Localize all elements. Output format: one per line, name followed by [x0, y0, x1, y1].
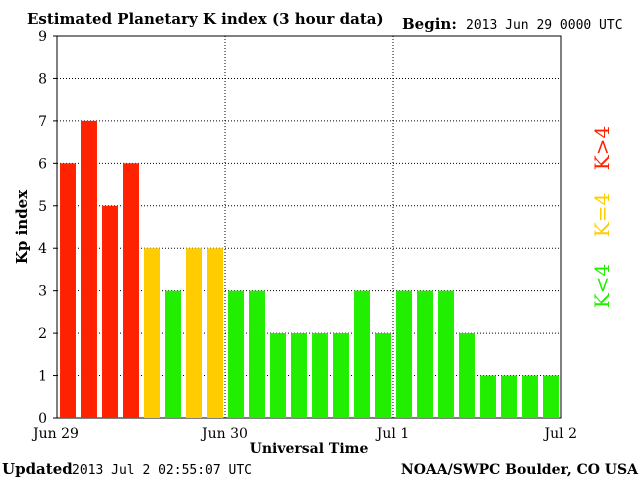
- x-axis-ticks: Jun 29 Jun 30 Jul 1 Jul 2: [31, 426, 577, 442]
- y-tick-label: 2: [38, 326, 47, 342]
- kp-bar: [81, 120, 97, 418]
- legend-k-greater-4: K>4: [590, 126, 614, 170]
- kp-bar: [123, 163, 139, 418]
- kp-bar: [354, 290, 370, 418]
- kp-bar: [60, 163, 76, 418]
- kp-bar: [417, 290, 433, 418]
- kp-bar: [312, 333, 328, 418]
- y-tick-label: 6: [38, 156, 47, 172]
- kp-bar: [333, 333, 349, 418]
- kp-bar: [207, 248, 223, 418]
- credit-text: NOAA/SWPC Boulder, CO USA: [401, 462, 639, 478]
- x-tick-label: Jul 2: [543, 426, 577, 442]
- y-tick-label: 3: [38, 284, 47, 300]
- kp-bar: [228, 290, 244, 418]
- legend-k-equal-4: K=4: [590, 193, 614, 237]
- kp-bar: [459, 333, 475, 418]
- kp-bar: [438, 290, 454, 418]
- x-tick-label: Jun 29: [31, 426, 79, 442]
- updated-value: 2013 Jul 2 02:55:07 UTC: [72, 463, 252, 478]
- y-axis-ticks: 0 1 2 3 4 5 6 7 8 9: [38, 29, 57, 427]
- updated-label: Updated: [2, 460, 73, 478]
- y-tick-label: 4: [38, 241, 47, 257]
- kp-bar: [102, 205, 118, 418]
- x-tick-label: Jun 30: [200, 426, 248, 442]
- kp-bar: [165, 290, 181, 418]
- kp-bar: [501, 375, 517, 418]
- y-axis-label: Kp index: [13, 189, 31, 264]
- begin-value: 2013 Jun 29 0000 UTC: [466, 18, 623, 33]
- kp-bar: [249, 290, 265, 418]
- plot-area: [56, 35, 562, 419]
- kp-bar: [186, 248, 202, 418]
- legend-k-less-4: K<4: [590, 264, 614, 308]
- kp-bar: [375, 333, 391, 418]
- y-tick-label: 0: [38, 411, 47, 427]
- y-tick-label: 5: [38, 199, 47, 215]
- begin-label: Begin:: [402, 15, 457, 33]
- grid-lines: [57, 36, 561, 418]
- kp-bar: [144, 248, 160, 418]
- kp-bar: [270, 333, 286, 418]
- kp-bar: [291, 333, 307, 418]
- y-tick-label: 9: [38, 29, 47, 45]
- x-tick-label: Jul 1: [375, 426, 409, 442]
- bar-series: [60, 120, 559, 418]
- kp-bar: [396, 290, 412, 418]
- y-tick-label: 1: [38, 369, 47, 385]
- x-axis-label: Universal Time: [250, 441, 369, 457]
- kp-bar: [522, 375, 538, 418]
- y-tick-label: 8: [38, 71, 47, 87]
- kp-bar: [480, 375, 496, 418]
- y-tick-label: 7: [38, 114, 47, 130]
- kp-bar: [543, 375, 559, 418]
- chart-title: Estimated Planetary K index (3 hour data…: [27, 10, 384, 28]
